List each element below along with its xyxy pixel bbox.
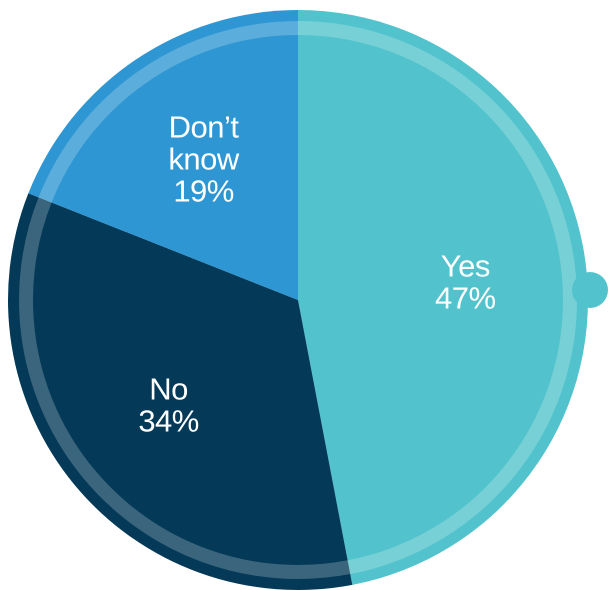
no-slice-ring [19, 197, 351, 579]
dont-know-slice-ring [38, 21, 299, 203]
yes-value-label: 47% [435, 280, 496, 315]
pie-slices [7, 10, 588, 590]
dont-know-value-label: 19% [173, 173, 234, 208]
dont-know-slice [28, 10, 299, 300]
no-category-label: No [149, 371, 188, 406]
yes-slice-ring [297, 21, 577, 575]
yes-slice [298, 10, 588, 585]
pie-slice-rings [19, 21, 577, 579]
no-slice [7, 193, 353, 590]
dont-know-category-label: know [168, 141, 239, 176]
no-value-label: 34% [138, 403, 199, 438]
dont-know-category-label: Don’t [169, 109, 240, 144]
yes-slice-tab [572, 272, 608, 308]
yes-category-label: Yes [441, 248, 490, 283]
